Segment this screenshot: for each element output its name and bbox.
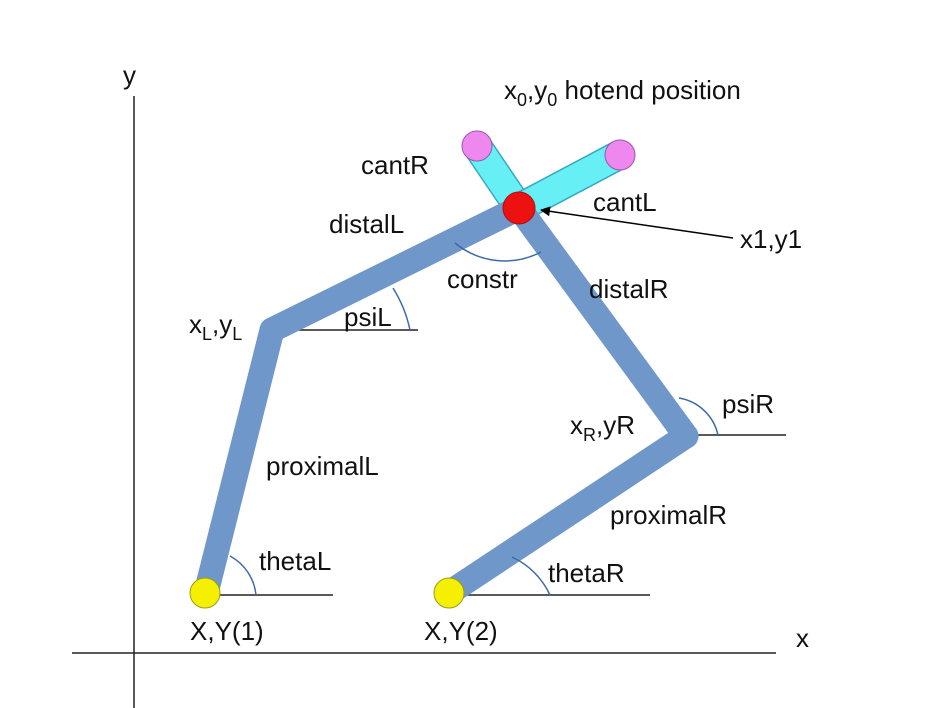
constr-label: constr — [447, 264, 518, 294]
x1y1-pointer-arrow — [540, 206, 734, 239]
hotend-joint — [502, 191, 536, 225]
cantL-label: cantL — [593, 187, 657, 217]
proximalR-arm — [436, 423, 699, 606]
psiL-arc — [392, 287, 411, 331]
thetaR-label: thetaR — [548, 558, 625, 588]
psiR-label: psiR — [722, 389, 774, 419]
distalL-label: distalL — [329, 209, 404, 239]
distalR-label: distalR — [589, 274, 668, 304]
distalL-arm — [259, 195, 532, 343]
psiR-arc — [678, 397, 719, 436]
x1y1-label: x1,y1 — [740, 224, 802, 254]
base-joint-2 — [433, 577, 465, 609]
x-axis-label: x — [796, 623, 809, 653]
y-axis-label: y — [123, 60, 136, 90]
base-1-label: X,Y(1) — [190, 616, 264, 646]
constr-arc — [454, 242, 542, 262]
base-joint-1 — [189, 577, 221, 609]
xLyL-joint-label: xL,yL — [189, 309, 242, 344]
base-2-label: X,Y(2) — [424, 616, 498, 646]
psiL-label: psiL — [344, 302, 392, 332]
cantR-end-joint — [461, 130, 493, 162]
hotend-position-label: x0,y0 hotend position — [504, 75, 741, 110]
thetaL-arc — [229, 555, 257, 596]
cantL-end-joint — [604, 139, 636, 171]
distalR-arm — [506, 195, 699, 449]
cantL-bar-fill — [505, 141, 633, 222]
proximalL-label: proximalL — [266, 451, 379, 481]
proximalR-label: proximalR — [610, 500, 727, 530]
xRyR-joint-label: xR,yR — [570, 410, 635, 445]
thetaR-arc — [511, 556, 551, 596]
thetaL-label: thetaL — [259, 546, 331, 576]
proximalL-arm — [193, 317, 285, 606]
cantR-label: cantR — [361, 150, 429, 180]
